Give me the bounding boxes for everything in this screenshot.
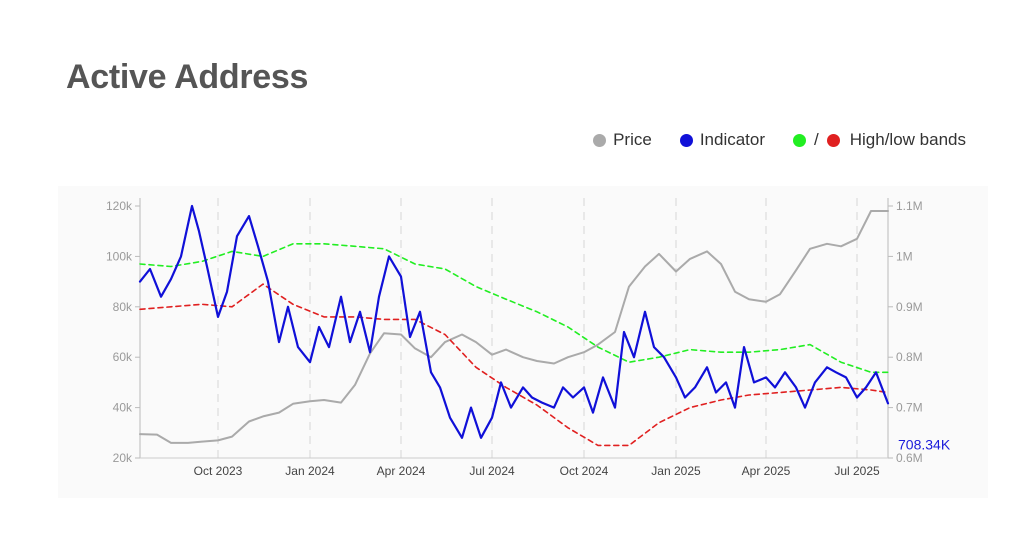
chart-svg[interactable]: Oct 2023 Jan 2024 Apr 2024 Jul 2024 Oct 2024…: [58, 186, 988, 498]
left-tick-label: 60k: [113, 350, 133, 364]
x-tick-label: Jan 2024: [285, 464, 335, 478]
right-tick-label: 0.6M: [896, 451, 923, 465]
right-tick-label: 0.9M: [896, 300, 923, 314]
legend-item-bands[interactable]: / High/low bands: [793, 130, 966, 150]
right-tick-label: 0.7M: [896, 401, 923, 415]
indicator-line: [138, 204, 890, 439]
x-tick-label: Jul 2025: [834, 464, 880, 478]
legend-item-price[interactable]: Price: [593, 130, 652, 150]
price-line: [139, 210, 889, 444]
right-tick-label: 1.1M: [896, 199, 923, 213]
indicator-last-value-label: 708.34K: [898, 436, 951, 452]
x-tick-label: Apr 2025: [742, 464, 791, 478]
legend-label-price: Price: [613, 130, 652, 149]
left-tick-label: 80k: [113, 300, 133, 314]
left-tick-label: 120k: [106, 199, 133, 213]
legend-item-indicator[interactable]: Indicator: [679, 130, 766, 150]
left-tick-label: 20k: [113, 451, 133, 465]
low-band-legend-marker: [826, 133, 840, 147]
indicator-legend-marker: [679, 133, 693, 147]
x-tick-label: Oct 2023: [194, 464, 243, 478]
x-tick-label: Oct 2024: [560, 464, 609, 478]
x-tick-label: Apr 2024: [377, 464, 426, 478]
x-tick-label: Jan 2025: [651, 464, 701, 478]
price-legend-marker: [593, 133, 607, 147]
x-tick-label: Jul 2024: [469, 464, 515, 478]
legend-label-indicator: Indicator: [699, 130, 766, 149]
chart-panel: Oct 2023 Jan 2024 Apr 2024 Jul 2024 Oct 2024…: [58, 186, 988, 498]
legend-separator: /: [814, 130, 819, 149]
left-tick-label: 100k: [106, 249, 133, 263]
left-tick-label: 40k: [113, 401, 133, 415]
chart-legend: Price Indicator / High/low bands: [593, 130, 966, 150]
legend-label-bands: High/low bands: [849, 130, 966, 149]
high-band-legend-marker: [793, 133, 807, 147]
page-title: Active Address: [66, 58, 309, 96]
right-tick-label: 1M: [896, 249, 913, 263]
high-band-line: [139, 243, 889, 374]
right-tick-label: 0.8M: [896, 350, 923, 364]
